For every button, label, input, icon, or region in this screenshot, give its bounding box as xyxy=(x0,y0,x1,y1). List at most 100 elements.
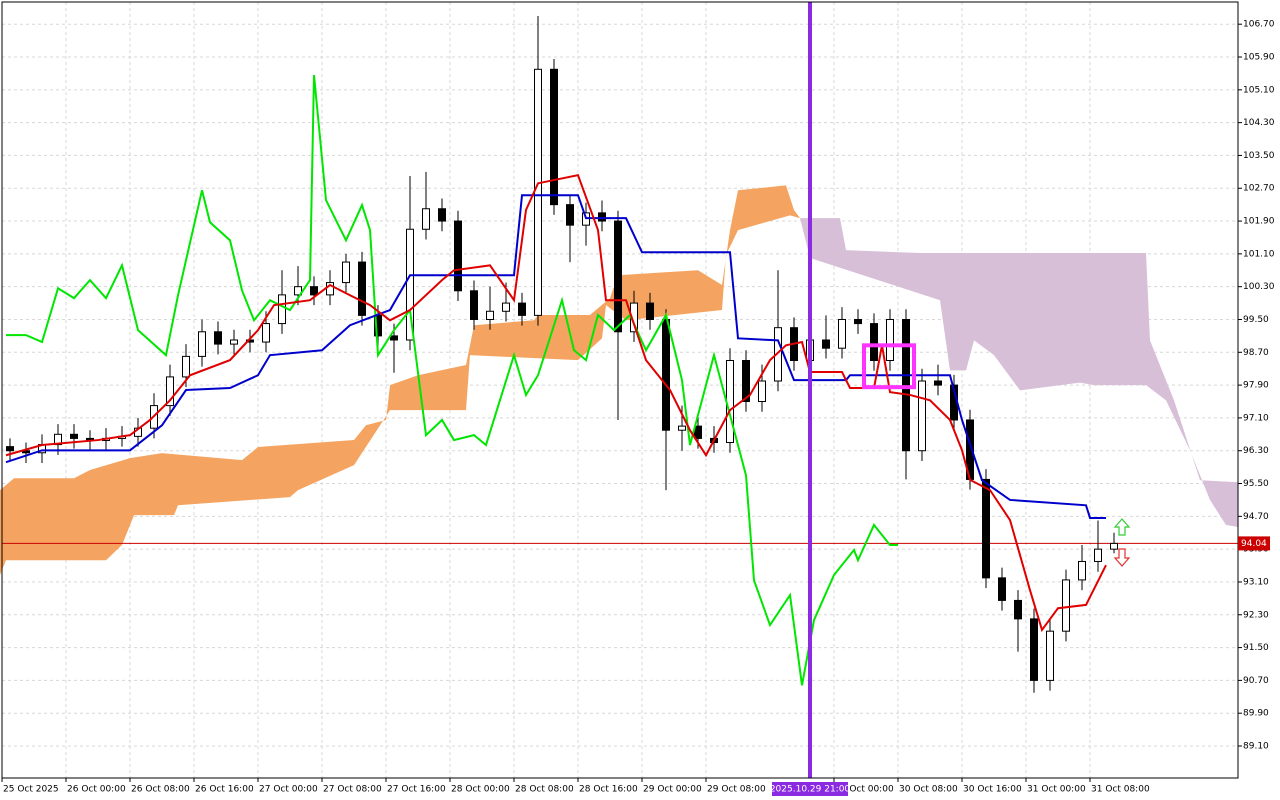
candle-body xyxy=(614,220,622,333)
x-tick-label: 30 Oct 00:00 xyxy=(835,785,894,795)
y-tick-label: 103.50 xyxy=(1243,151,1275,161)
candle-body xyxy=(214,331,222,345)
y-tick-label: 97.10 xyxy=(1243,413,1269,423)
candle-body xyxy=(182,355,190,378)
candle-body xyxy=(822,339,830,349)
indicator-line xyxy=(5,173,1107,633)
candle-body xyxy=(278,294,286,325)
x-tick-label: 30 Oct 16:00 xyxy=(963,785,1022,795)
marker-label-box xyxy=(772,782,848,796)
plot-frame xyxy=(1,1,1239,779)
y-tick-label: 92.30 xyxy=(1243,610,1269,620)
pattern-box xyxy=(862,343,916,390)
x-tick-label: 26 Oct 00:00 xyxy=(67,785,126,795)
x-tick-label: 28 Oct 16:00 xyxy=(579,785,638,795)
candle-body xyxy=(1062,579,1070,632)
candle-body xyxy=(550,68,558,206)
candle-body xyxy=(294,286,302,296)
y-tick-label: 91.50 xyxy=(1243,643,1269,653)
candle-body xyxy=(742,359,750,403)
x-tick-label: 31 Oct 00:00 xyxy=(1027,785,1086,795)
candle-body xyxy=(566,204,574,226)
candle-body xyxy=(598,212,606,222)
x-tick-label: 30 Oct 08:00 xyxy=(899,785,958,795)
candle-body xyxy=(310,286,318,296)
candle-body xyxy=(1014,599,1022,620)
candle-body xyxy=(70,433,78,439)
y-tick-label: 90.70 xyxy=(1243,676,1269,686)
candle-body xyxy=(870,323,878,361)
x-tick-label: 26 Oct 08:00 xyxy=(131,785,190,795)
y-tick-label: 106.70 xyxy=(1243,20,1275,30)
candle-body xyxy=(1110,542,1118,550)
candle-body xyxy=(342,261,350,284)
candle-body xyxy=(470,290,478,320)
candle-body xyxy=(918,380,926,452)
candle-body xyxy=(982,478,990,579)
y-tick-label: 99.50 xyxy=(1243,315,1269,325)
y-tick-label: 104.30 xyxy=(1243,118,1275,128)
marker-label: 2025.10.29 21:00 xyxy=(770,785,851,795)
indicator-line xyxy=(6,74,898,686)
candle-body xyxy=(662,318,670,431)
y-tick-label: 100.30 xyxy=(1243,282,1275,292)
indicator-line xyxy=(5,194,1106,519)
candle-body xyxy=(1094,548,1102,562)
candle-body xyxy=(518,302,526,316)
candle-body xyxy=(854,318,862,325)
y-tick-label: 95.50 xyxy=(1243,479,1269,489)
y-tick-label: 94.70 xyxy=(1243,512,1269,522)
candle-body xyxy=(758,380,766,403)
candle-body xyxy=(902,318,910,452)
candle-body xyxy=(1046,630,1054,681)
candle-body xyxy=(534,68,542,316)
x-tick-label: 28 Oct 00:00 xyxy=(451,785,510,795)
candle-body xyxy=(886,318,894,361)
candle-body xyxy=(1078,560,1086,581)
y-tick-label: 96.30 xyxy=(1243,446,1269,456)
candle-body xyxy=(726,359,734,444)
candle-body xyxy=(694,425,702,439)
cloud xyxy=(0,185,800,575)
candle-body xyxy=(502,302,510,312)
y-tick-label: 89.10 xyxy=(1243,742,1269,752)
candle-body xyxy=(406,228,414,341)
candle-body xyxy=(934,380,942,386)
candle-body xyxy=(390,335,398,341)
x-tick-label: 27 Oct 16:00 xyxy=(387,785,446,795)
y-tick-label: 97.90 xyxy=(1243,381,1269,391)
candle-body xyxy=(198,331,206,357)
y-tick-label: 93.10 xyxy=(1243,577,1269,587)
x-tick-label: 29 Oct 08:00 xyxy=(707,785,766,795)
y-tick-label: 98.70 xyxy=(1243,348,1269,358)
candle-body xyxy=(262,323,270,343)
candle-body xyxy=(22,450,30,454)
candle-body xyxy=(1030,618,1038,681)
cloud xyxy=(800,218,1238,528)
candle-body xyxy=(230,339,238,345)
candle-body xyxy=(678,425,686,431)
candle-body xyxy=(422,208,430,230)
y-tick-label: 105.10 xyxy=(1243,85,1275,95)
y-tick-label: 89.90 xyxy=(1243,709,1269,719)
x-tick-label: 26 Oct 16:00 xyxy=(195,785,254,795)
x-tick-label: 27 Oct 08:00 xyxy=(323,785,382,795)
x-tick-label: 28 Oct 08:00 xyxy=(515,785,574,795)
down-arrow xyxy=(1113,548,1131,567)
x-tick-label: 27 Oct 00:00 xyxy=(259,785,318,795)
y-tick-label: 101.10 xyxy=(1243,249,1275,259)
candle-body xyxy=(166,376,174,407)
x-tick-label: 25 Oct 2025 xyxy=(3,785,59,795)
y-tick-label: 101.90 xyxy=(1243,217,1275,227)
candle-body xyxy=(998,577,1006,601)
candle-body xyxy=(454,220,462,292)
y-tick-label: 105.90 xyxy=(1243,53,1275,63)
price-label-box xyxy=(1238,536,1270,551)
candle-body xyxy=(774,327,782,382)
candle-body xyxy=(438,208,446,222)
candle-body xyxy=(486,310,494,320)
up-arrow xyxy=(1113,518,1131,536)
y-tick-label: 102.70 xyxy=(1243,184,1275,194)
